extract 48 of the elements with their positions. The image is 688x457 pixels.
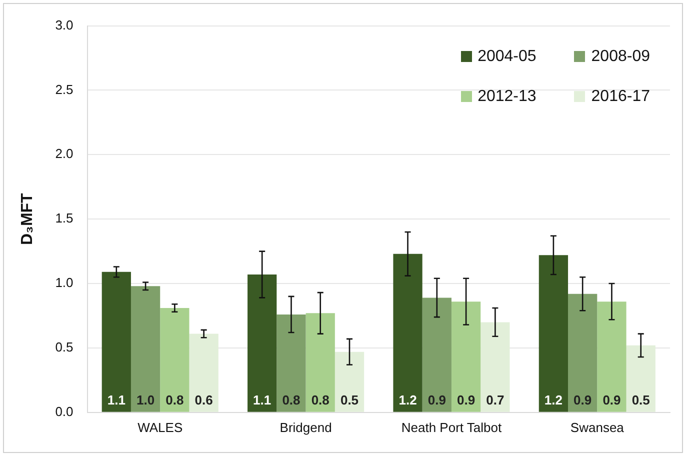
legend-label: 2012-13	[478, 88, 536, 106]
bar	[102, 272, 131, 412]
y-tick-label: 1.0	[55, 275, 74, 290]
bar	[480, 322, 510, 412]
y-tick-label: 1.5	[55, 210, 74, 226]
data-label: 0.9	[574, 392, 592, 408]
bar	[130, 286, 160, 412]
data-label: 0.7	[486, 392, 504, 408]
data-label: 0.9	[457, 392, 476, 408]
bar	[393, 254, 422, 412]
data-label: 1.2	[398, 392, 417, 408]
y-tick-label: 3.0	[55, 17, 74, 32]
bar	[422, 298, 452, 412]
bar	[538, 255, 568, 412]
y-axis-title: D₃MFT	[19, 192, 36, 246]
data-label: 0.9	[602, 392, 621, 408]
data-label: 0.8	[311, 392, 330, 408]
bar	[568, 294, 598, 412]
bar	[597, 302, 626, 412]
legend-label: 2004-05	[478, 48, 536, 66]
y-tick-label: 0.0	[55, 404, 74, 419]
data-label: 0.6	[194, 392, 213, 408]
data-label: 0.5	[340, 392, 359, 408]
data-label: 1.2	[544, 392, 562, 408]
data-label: 0.8	[166, 392, 184, 408]
legend-label: 2008-09	[591, 48, 650, 66]
data-label: 1.0	[136, 392, 155, 408]
bar	[248, 274, 277, 412]
data-label: 1.1	[107, 392, 126, 408]
bar	[189, 334, 218, 412]
data-label: 1.1	[253, 392, 272, 408]
bar	[626, 345, 656, 412]
data-label: 0.9	[428, 392, 446, 408]
y-tick-label: 2.5	[55, 82, 74, 97]
bar	[334, 352, 364, 412]
bar	[276, 314, 306, 412]
y-tick-label: 2.0	[55, 146, 74, 162]
x-tick-label: Swansea	[570, 420, 625, 435]
x-tick-label: Bridgend	[280, 420, 332, 435]
x-tick-label: Neath Port Talbot	[401, 420, 502, 435]
bar	[160, 308, 190, 412]
bar	[451, 302, 481, 412]
legend-label: 2016-17	[591, 88, 650, 106]
y-tick-label: 0.5	[55, 340, 74, 355]
x-tick-label: WALES	[138, 420, 183, 435]
data-label: 0.8	[282, 392, 300, 408]
bar	[306, 313, 335, 412]
data-label: 0.5	[632, 392, 650, 408]
